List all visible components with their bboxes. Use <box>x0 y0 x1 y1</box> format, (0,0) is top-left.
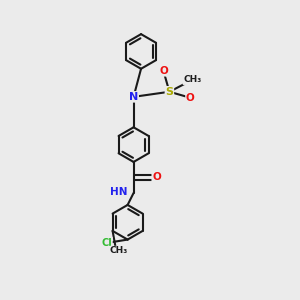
Text: HN: HN <box>110 187 128 196</box>
Text: O: O <box>159 66 168 76</box>
Text: N: N <box>129 92 138 102</box>
Text: Cl: Cl <box>101 238 112 248</box>
Text: CH₃: CH₃ <box>110 246 128 255</box>
Text: CH₃: CH₃ <box>183 75 202 84</box>
Text: O: O <box>152 172 161 182</box>
Text: S: S <box>165 87 173 97</box>
Text: O: O <box>186 93 195 103</box>
